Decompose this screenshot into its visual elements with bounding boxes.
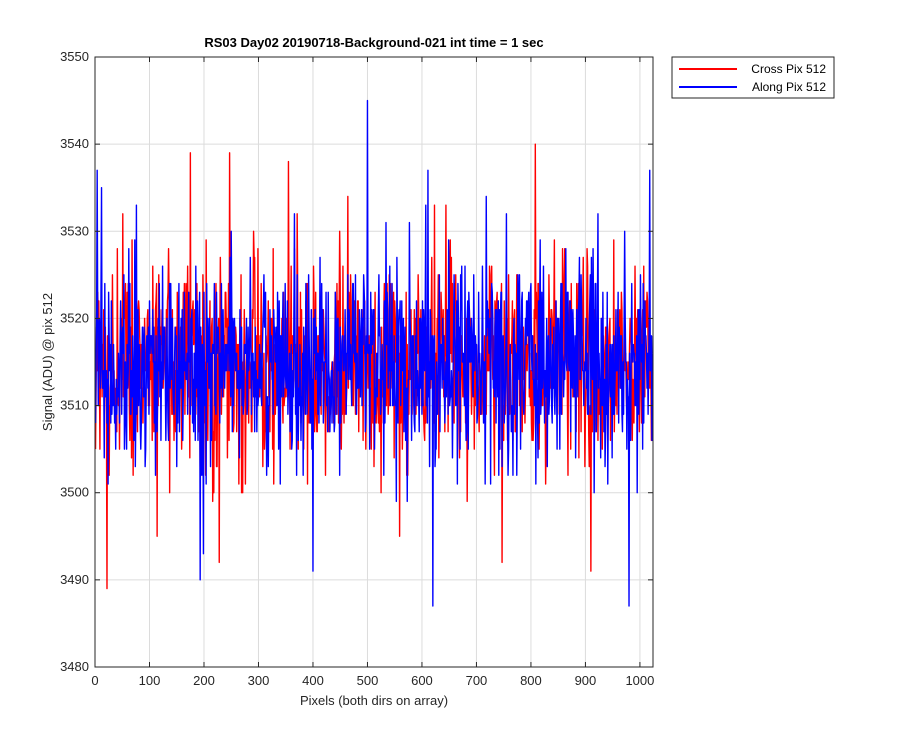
legend-label-along: Along Pix 512 xyxy=(752,80,826,94)
x-tick-label: 500 xyxy=(357,673,379,688)
x-tick-label: 300 xyxy=(248,673,270,688)
x-tick-label: 1000 xyxy=(625,673,654,688)
axes-box xyxy=(94,56,654,668)
y-tick-label: 3550 xyxy=(60,49,89,64)
y-tick-label: 3510 xyxy=(60,398,89,413)
y-tick-label: 3520 xyxy=(60,310,89,325)
x-tick-label: 200 xyxy=(193,673,215,688)
y-tick-label: 3480 xyxy=(60,659,89,674)
x-tick-label: 700 xyxy=(466,673,488,688)
chart-title: RS03 Day02 20190718-Background-021 int t… xyxy=(204,35,543,50)
legend-box xyxy=(671,56,835,99)
x-tick-label: 900 xyxy=(575,673,597,688)
x-tick-label: 800 xyxy=(520,673,542,688)
y-axis-label: Signal (ADU) @ pix 512 xyxy=(40,293,55,431)
series-line-along-pix-512 xyxy=(95,99,653,607)
series-layer xyxy=(95,99,653,607)
x-tick-label: 600 xyxy=(411,673,433,688)
legend-label-cross: Cross Pix 512 xyxy=(751,62,826,76)
x-tick-label: 400 xyxy=(302,673,324,688)
y-tick-label: 3540 xyxy=(60,136,89,151)
x-tick-label: 100 xyxy=(139,673,161,688)
x-axis-label: Pixels (both dirs on array) xyxy=(300,693,448,708)
y-tick-label: 3490 xyxy=(60,572,89,587)
tick-layer: 0 100 200 300 400 500 600 700 800 900 1000 3480 3490… xyxy=(60,49,654,688)
y-tick-label: 3530 xyxy=(60,223,89,238)
legend: Cross Pix 512 Along Pix 512 xyxy=(671,56,835,99)
x-tick-label: 0 xyxy=(91,673,98,688)
y-tick-label: 3500 xyxy=(60,485,89,500)
